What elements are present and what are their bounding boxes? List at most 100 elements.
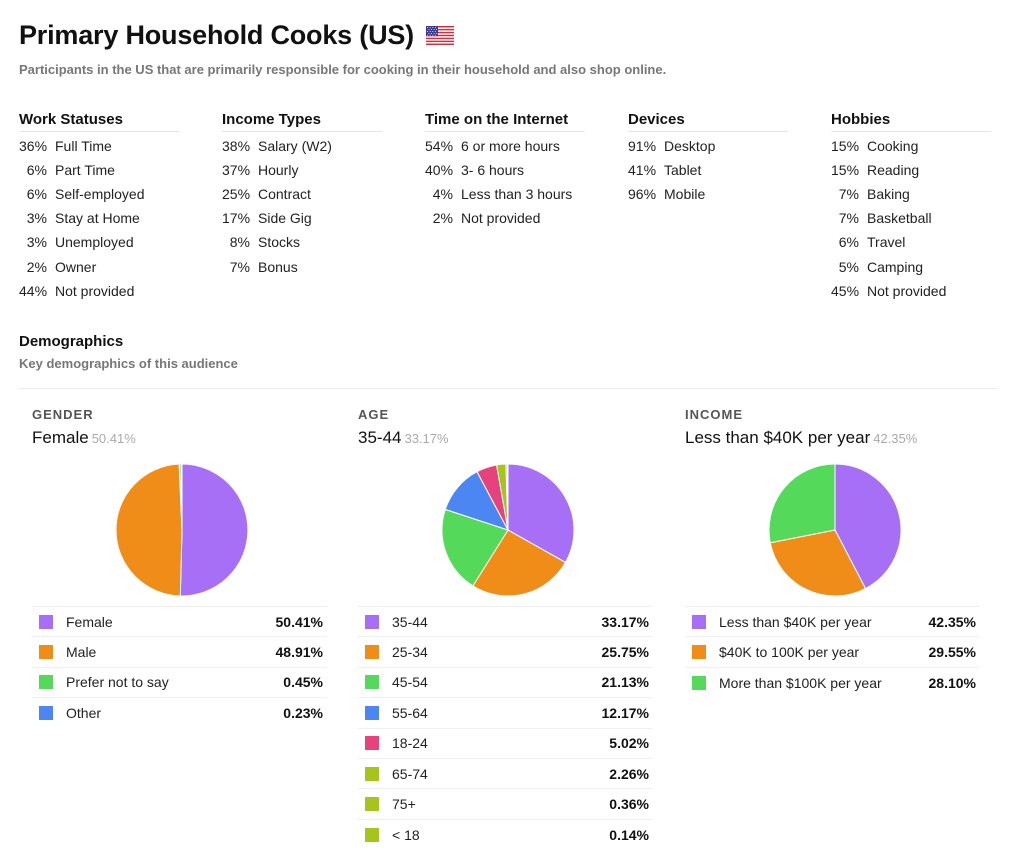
stat-pct: 91% — [628, 138, 657, 155]
stat-pct: 3% — [26, 234, 47, 251]
stat-pct: 17% — [222, 210, 251, 227]
legend-item: 35-44 33.17% — [358, 607, 653, 638]
stat-label: Stocks — [258, 234, 301, 251]
legend-swatch — [365, 736, 379, 751]
stat-label: 6 or more hours — [461, 138, 560, 155]
stat-heading: Devices — [628, 111, 788, 132]
demographics-title: Demographics — [19, 333, 124, 350]
legend-value: 21.13% — [601, 674, 649, 691]
stat-label: Travel — [867, 234, 906, 251]
stat-label: Contract — [258, 186, 311, 203]
legend-value: 0.36% — [609, 796, 649, 813]
stat-row: 8% Stocks — [222, 230, 382, 254]
pie-slice-0 — [834, 463, 902, 590]
legend-swatch — [365, 705, 379, 720]
income-legend: Less than $40K per year 42.35% $40K to 100… — [685, 606, 980, 698]
legend-swatch — [365, 797, 379, 812]
legend-item: Other 0.23% — [32, 698, 327, 728]
income-panel: INCOME Less than $40K per year 42.35% Les… — [685, 400, 980, 698]
stat-pct: 4% — [432, 186, 453, 203]
legend-value: 28.10% — [928, 674, 976, 691]
gender-legend: Female 50.41% Male 48.91% Prefer not to say 0… — [32, 606, 327, 729]
legend-label: Other — [66, 705, 102, 722]
legend-swatch — [365, 645, 379, 660]
stat-row: 25% Contract — [222, 182, 382, 206]
stat-list: 54% 6 or more hours 40% 3- 6 hours 4% Less th… — [425, 134, 585, 230]
stat-label: Less than 3 hours — [461, 186, 573, 203]
legend-label: Less than $40K per year — [719, 613, 872, 630]
lead-label: Less than $40K per year — [685, 428, 871, 447]
stat-label: Tablet — [664, 162, 702, 179]
stat-label: Desktop — [664, 138, 716, 155]
stat-row: 7% Bonus — [222, 254, 382, 278]
legend-label: 25-34 — [392, 644, 428, 661]
stat-label: Baking — [867, 186, 910, 203]
legend-value: 0.45% — [283, 674, 323, 691]
stat-label: Not provided — [867, 282, 947, 299]
stat-label: Not provided — [55, 282, 135, 299]
legend-item: $40K to 100K per year 29.55% — [685, 637, 980, 668]
pie-slice-0 — [507, 463, 575, 564]
legend-label: More than $100K per year — [719, 674, 882, 691]
legend-value: 42.35% — [928, 613, 976, 630]
panel-lead: Female 50.41% — [32, 428, 327, 448]
stat-column-hobbies: Hobbies 15% Cooking 15% Reading 7% Baking 7% Ba… — [831, 111, 991, 303]
legend-item: Female 50.41% — [32, 607, 327, 638]
legend-value: 50.41% — [275, 613, 323, 630]
pie-slice-3 — [180, 463, 183, 531]
stat-column-work-statuses: Work Statuses 36% Full Time 6% Part Time 6% S… — [19, 111, 179, 303]
legend-swatch — [39, 614, 53, 629]
income-pie-chart — [768, 463, 902, 597]
demographics-subtitle: Key demographics of this audience — [19, 356, 238, 371]
legend-label: 75+ — [392, 796, 416, 813]
stat-pct: 6% — [26, 186, 47, 203]
page-title: Primary Household Cooks (US) — [19, 20, 414, 50]
stat-list: 15% Cooking 15% Reading 7% Baking 7% Basketball… — [831, 134, 991, 303]
stat-label: Bonus — [258, 258, 298, 275]
legend-item: More than $100K per year 28.10% — [685, 668, 980, 698]
pie-slice-7 — [506, 463, 509, 531]
stat-column-time-on-internet: Time on the Internet 54% 6 or more hours 4… — [425, 111, 585, 230]
age-panel: AGE 35-44 33.17% 35-44 33.17% 25-34 25.75% 45… — [358, 400, 653, 850]
stat-label: Hourly — [258, 162, 299, 179]
panel-label: INCOME — [685, 407, 743, 422]
stat-row: 38% Salary (W2) — [222, 134, 382, 158]
stat-label: 3- 6 hours — [461, 162, 525, 179]
pie-slice-1 — [472, 529, 567, 597]
legend-value: 2.26% — [609, 765, 649, 782]
stat-pct: 41% — [628, 162, 657, 179]
stat-heading: Time on the Internet — [425, 111, 585, 132]
stat-heading: Income Types — [222, 111, 382, 132]
legend-swatch — [692, 645, 706, 660]
stat-label: Camping — [867, 258, 924, 275]
stat-pct: 6% — [838, 234, 859, 251]
stat-label: Full Time — [55, 138, 112, 155]
us-flag-icon — [425, 26, 454, 45]
stat-pct: 7% — [229, 258, 250, 275]
legend-label: 65-74 — [392, 765, 428, 782]
stat-row: 15% Cooking — [831, 134, 991, 158]
lead-label: 35-44 — [358, 428, 402, 447]
age-legend: 35-44 33.17% 25-34 25.75% 45-54 21.13% 55-64 12… — [358, 606, 653, 850]
stat-list: 91% Desktop 41% Tablet 96% Mobile — [628, 134, 788, 206]
legend-swatch — [39, 645, 53, 660]
stat-pct: 3% — [26, 210, 47, 227]
legend-swatch — [692, 675, 706, 690]
stat-label: Unemployed — [55, 234, 134, 251]
gender-pie-chart — [115, 463, 249, 597]
stat-column-devices: Devices 91% Desktop 41% Tablet 96% Mobile — [628, 111, 788, 206]
legend-item: Male 48.91% — [32, 637, 327, 668]
stat-row: 4% Less than 3 hours — [425, 182, 585, 206]
legend-swatch — [365, 675, 379, 690]
legend-value: 0.14% — [609, 826, 649, 843]
legend-swatch — [39, 706, 53, 721]
pie-slice-0 — [179, 463, 249, 597]
stat-row: 7% Baking — [831, 182, 991, 206]
stat-label: Salary (W2) — [258, 138, 332, 155]
stat-pct: 7% — [838, 186, 859, 203]
stat-row: 17% Side Gig — [222, 206, 382, 230]
legend-value: 12.17% — [601, 704, 649, 721]
stat-pct: 15% — [831, 138, 860, 155]
age-pie-chart — [441, 463, 575, 597]
legend-swatch — [365, 827, 379, 842]
